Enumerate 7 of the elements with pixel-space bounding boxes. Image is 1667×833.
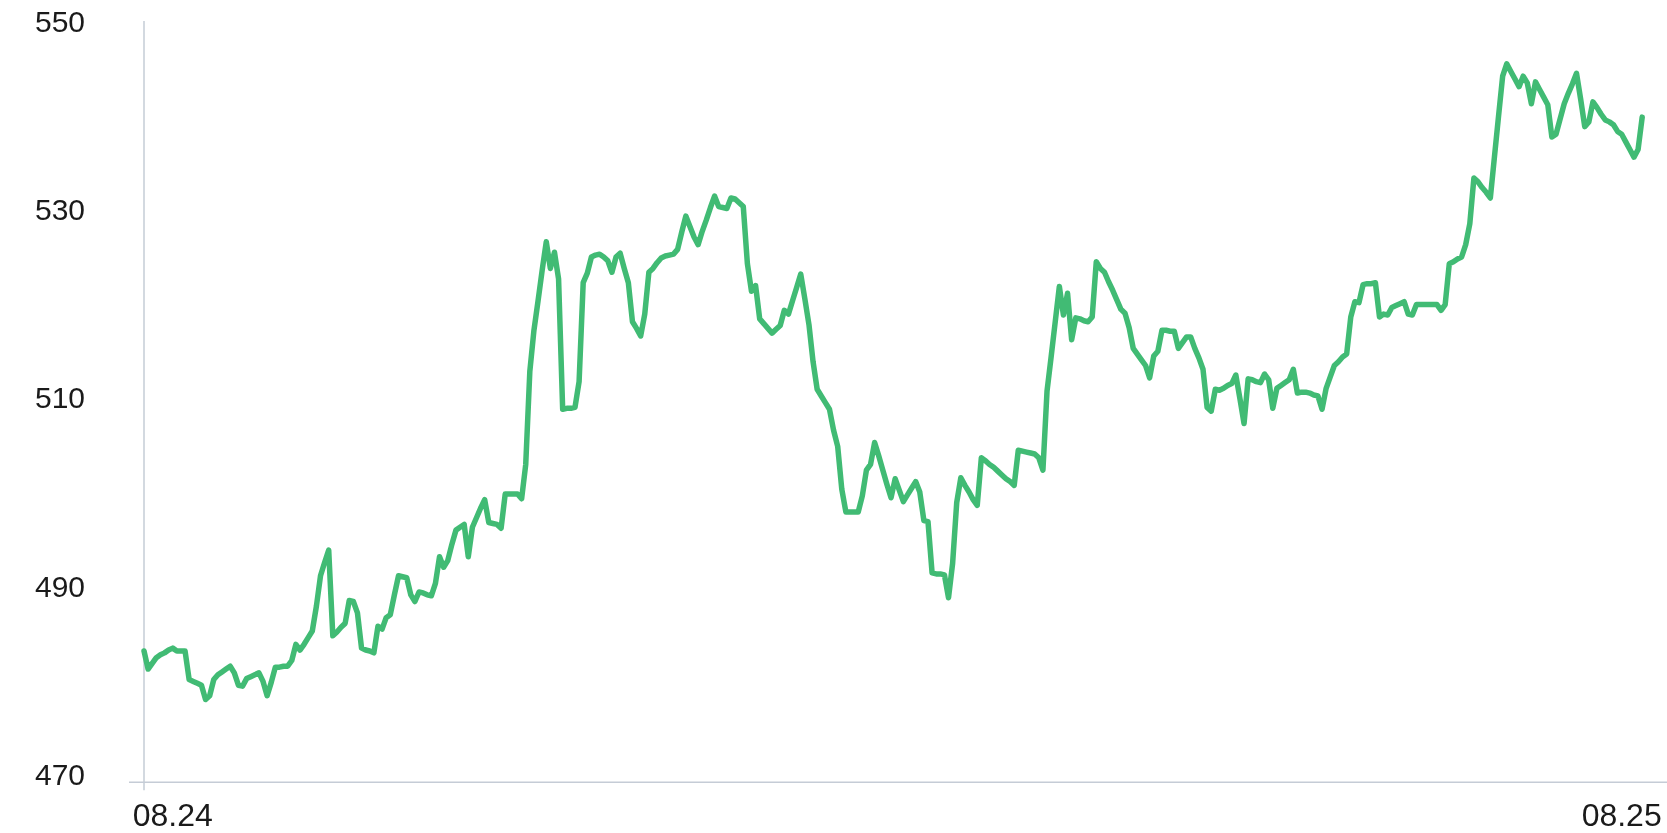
y-tick-label: 490 <box>34 569 86 603</box>
y-tick-label: 510 <box>34 381 86 415</box>
x-tick-label: 08.24 <box>132 796 213 833</box>
x-tick-label: 08.25 <box>1581 796 1662 833</box>
y-tick-label: 530 <box>34 193 86 227</box>
y-tick-label: 550 <box>34 4 86 38</box>
y-tick-label: 470 <box>34 758 86 792</box>
